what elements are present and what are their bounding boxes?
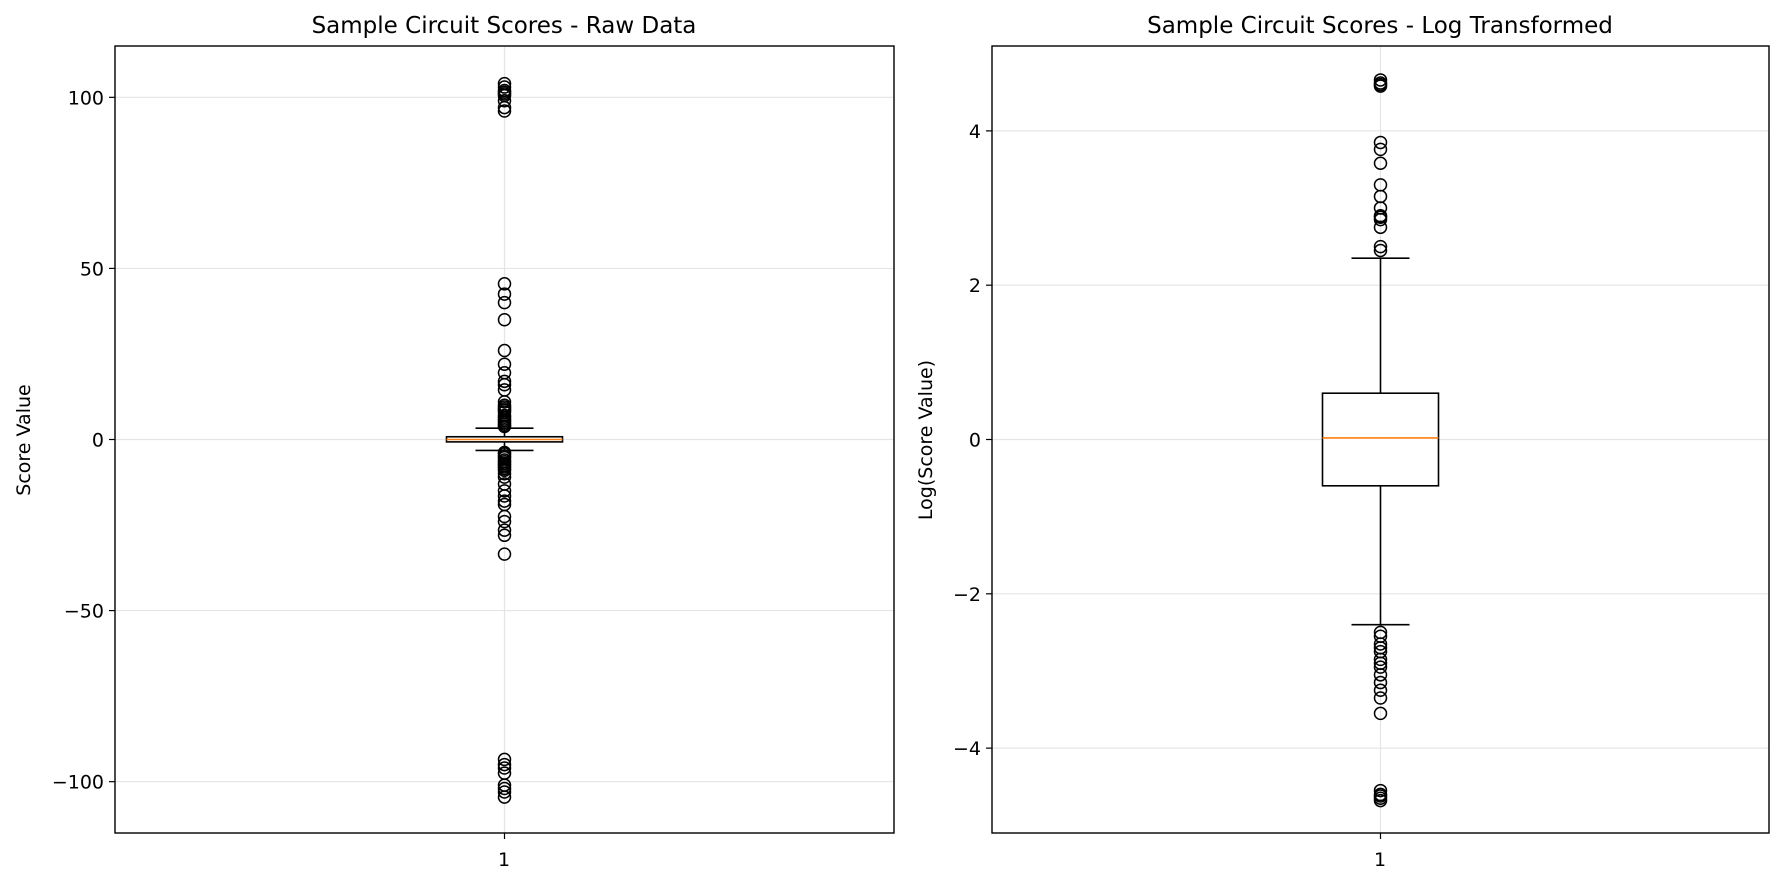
outlier-point (1373, 668, 1388, 682)
outlier-point (497, 785, 512, 799)
y-tick-label: 0 (969, 430, 981, 452)
outlier-point (1373, 706, 1388, 721)
outlier-point (497, 343, 512, 358)
outlier-point (1373, 135, 1388, 150)
chart-title: Sample Circuit Scores - Raw Data (312, 13, 697, 39)
outlier-point (497, 374, 512, 389)
outlier-point (497, 528, 512, 543)
x-tick-label: 1 (1374, 849, 1386, 871)
y-tick-label: 50 (80, 258, 104, 280)
y-tick-label: −100 (52, 772, 104, 794)
outlier-point (1373, 79, 1388, 93)
outlier-point (1373, 637, 1388, 651)
outlier-point (1373, 783, 1388, 798)
outlier-point (497, 80, 512, 94)
y-axis-label: Log(Score Value) (915, 360, 937, 520)
y-tick-label: −4 (953, 738, 981, 760)
y-tick-label: 4 (969, 121, 981, 143)
outlier-point (1373, 660, 1388, 674)
outlier-point (497, 494, 512, 508)
y-tick-label: 0 (92, 430, 104, 452)
outlier-point (1373, 675, 1388, 690)
outlier-point (497, 547, 512, 561)
y-tick-label: −50 (64, 601, 104, 623)
outlier-point (497, 509, 512, 524)
outliers (497, 76, 512, 804)
outlier-point (497, 395, 512, 409)
outlier-point (497, 752, 512, 767)
y-tick-label: 2 (969, 275, 981, 297)
outlier-point (1373, 683, 1388, 698)
boxplot (1321, 257, 1440, 626)
y-ticks: 4 2 0 −2 −4 (953, 121, 1382, 839)
plot-frame (991, 45, 1770, 834)
outlier-point (497, 104, 512, 118)
outlier-point (1373, 142, 1388, 157)
outlier-point (497, 470, 512, 484)
outlier-point (497, 489, 512, 503)
outlier-point (497, 761, 512, 775)
outlier-point (1373, 652, 1388, 667)
outlier-point (497, 514, 512, 529)
outlier-point (497, 790, 512, 804)
y-tick-label: −2 (953, 584, 981, 606)
outliers (1373, 73, 1388, 808)
chart-title: Sample Circuit Scores - Log Transformed (1147, 13, 1613, 39)
outlier-point (1373, 793, 1388, 808)
outlier-point (497, 484, 512, 498)
raw-data-panel: Sample Circuit Scores - Raw Data Score V… (13, 13, 895, 871)
outlier-point (1373, 220, 1388, 235)
outlier-point (1373, 239, 1388, 254)
outlier-point (497, 378, 512, 392)
outlier-point (497, 419, 512, 434)
outlier-point (1373, 212, 1388, 227)
y-ticks: 100 50 0 −50 −100 (52, 87, 506, 839)
x-tick-label: 1 (498, 849, 510, 871)
outlier-point (497, 312, 512, 327)
iqr-box (1321, 392, 1440, 487)
outlier-point (497, 287, 512, 301)
outlier-point (497, 523, 512, 537)
log-transformed-panel: Sample Circuit Scores - Log Transformed … (915, 13, 1770, 871)
outlier-point (497, 100, 512, 115)
outlier-point (1373, 156, 1388, 171)
y-tick-label: 100 (68, 87, 104, 109)
plot-frame (114, 45, 895, 834)
outlier-point (1373, 243, 1388, 258)
outlier-point (497, 295, 512, 310)
outlier-point (497, 357, 512, 371)
outlier-point (497, 93, 512, 108)
outlier-point (497, 757, 512, 772)
outlier-point (1373, 691, 1388, 705)
outlier-point (497, 463, 512, 478)
outlier-point (497, 466, 512, 481)
y-axis-label: Score Value (13, 384, 35, 495)
outlier-point (497, 781, 512, 796)
outlier-point (497, 277, 512, 291)
